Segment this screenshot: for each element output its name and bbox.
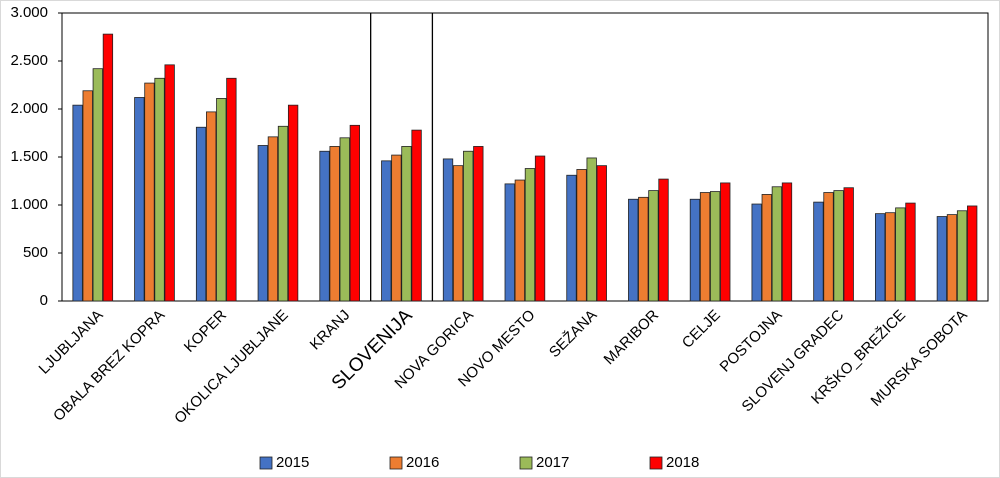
bar: [72, 104, 83, 302]
bar: [391, 154, 402, 302]
bar: [823, 192, 834, 302]
bar: [699, 192, 711, 302]
bar: [648, 190, 659, 302]
bar: [524, 168, 536, 302]
legend-swatch: [649, 456, 663, 470]
bar: [339, 137, 350, 302]
bar: [226, 77, 237, 302]
bar: [781, 182, 793, 302]
legend-label: 2017: [536, 454, 569, 471]
bar: [504, 183, 515, 302]
bar: [216, 98, 227, 302]
bar: [442, 158, 454, 302]
bar: [277, 125, 289, 302]
bar: [319, 150, 330, 302]
bar: [92, 68, 103, 302]
bar: [596, 165, 607, 302]
bar: [195, 126, 207, 302]
bar: [895, 207, 906, 302]
bar: [514, 179, 525, 302]
bar: [576, 169, 587, 302]
bar: [956, 210, 968, 302]
bar: [967, 205, 978, 302]
bar: [452, 165, 464, 302]
legend-swatch: [519, 456, 533, 470]
legend-label: 2016: [406, 454, 439, 471]
bar: [689, 198, 701, 302]
bar: [936, 216, 948, 302]
bar: [287, 104, 299, 302]
bar: [349, 124, 361, 302]
y-tick-label: 3.000: [10, 4, 48, 21]
bar: [586, 157, 597, 302]
bar: [833, 190, 844, 302]
legend-label: 2018: [666, 454, 699, 471]
bar: [628, 198, 639, 302]
y-tick-label: 2.000: [10, 100, 48, 117]
legend-label: 2015: [276, 454, 309, 471]
bar: [751, 203, 762, 302]
bar: [82, 90, 93, 302]
bar: [885, 212, 896, 302]
y-tick-label: 1.000: [10, 196, 48, 213]
bar: [761, 194, 772, 302]
bar: [658, 178, 669, 302]
bar: [267, 136, 279, 302]
bar: [638, 196, 649, 302]
bar: [206, 111, 217, 302]
bar: [411, 129, 422, 302]
bar: [102, 33, 114, 302]
y-tick-label: 2.500: [10, 52, 48, 69]
legend-swatch: [259, 456, 273, 470]
bar: [875, 213, 886, 302]
bar: [473, 146, 484, 302]
bar: [905, 202, 916, 302]
y-tick-label: 1.500: [10, 148, 48, 165]
bar: [463, 150, 474, 302]
bar: [946, 214, 958, 302]
y-tick-label: 0: [40, 292, 48, 309]
bar: [154, 77, 165, 302]
bar: [843, 187, 854, 302]
bar: [381, 160, 392, 302]
bar: [534, 155, 546, 302]
y-tick-label: 500: [23, 244, 48, 261]
bar: [813, 201, 824, 302]
bar: [710, 191, 721, 302]
bar: [401, 146, 412, 302]
bar: [164, 64, 175, 302]
bar: [771, 186, 783, 302]
bar: [257, 145, 268, 302]
legend-swatch: [389, 456, 403, 470]
bar: [134, 97, 145, 302]
bar: [329, 146, 340, 302]
bar: [144, 82, 155, 302]
bar: [720, 182, 731, 302]
bar: [566, 174, 577, 302]
